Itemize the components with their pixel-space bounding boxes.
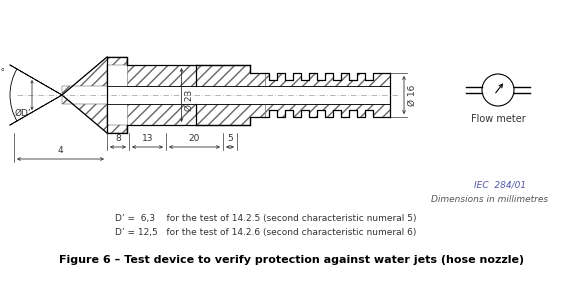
- Polygon shape: [127, 65, 196, 86]
- Text: 60°: 60°: [0, 69, 5, 77]
- Text: Ø 16: Ø 16: [408, 84, 417, 106]
- Polygon shape: [62, 57, 127, 95]
- Text: 13: 13: [142, 134, 153, 143]
- Text: Dimensions in millimetres: Dimensions in millimetres: [432, 196, 549, 204]
- Polygon shape: [265, 73, 390, 86]
- Text: Figure 6 – Test device to verify protection against water jets (hose nozzle): Figure 6 – Test device to verify protect…: [60, 255, 525, 265]
- Polygon shape: [265, 104, 390, 117]
- Text: D’ = 12,5   for the test of 14.2.6 (second characteristic numeral 6): D’ = 12,5 for the test of 14.2.6 (second…: [115, 228, 417, 236]
- Text: 20: 20: [189, 134, 200, 143]
- Text: ØD’: ØD’: [15, 109, 32, 118]
- Text: D’ =  6,3    for the test of 14.2.5 (second characteristic numeral 5): D’ = 6,3 for the test of 14.2.5 (second …: [115, 214, 417, 223]
- Polygon shape: [127, 104, 196, 125]
- Text: Flow meter: Flow meter: [470, 114, 525, 124]
- Polygon shape: [196, 104, 265, 125]
- Text: IEC  284/01: IEC 284/01: [474, 181, 526, 189]
- Text: Ø 23: Ø 23: [184, 89, 194, 111]
- Text: 4: 4: [58, 146, 63, 155]
- Text: 5: 5: [227, 134, 233, 143]
- Polygon shape: [196, 65, 265, 86]
- Text: 8: 8: [115, 134, 121, 143]
- Polygon shape: [62, 95, 127, 133]
